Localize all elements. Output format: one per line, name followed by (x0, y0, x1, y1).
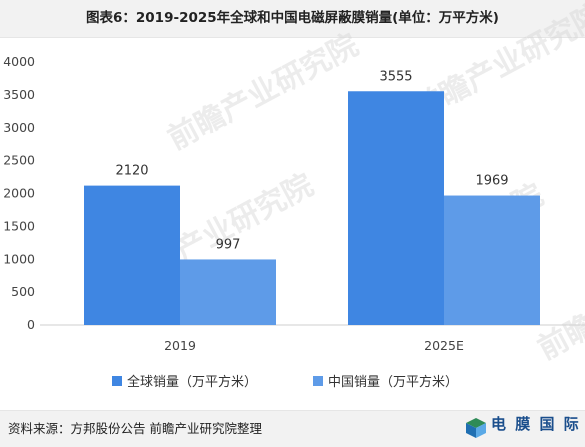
watermark-text: 前瞻产业研究院 (162, 28, 364, 157)
y-axis: 0 500 1000 1500 2000 2500 3000 3500 4000 (3, 54, 35, 332)
y-tick-label: 3000 (3, 120, 35, 135)
chart-title: 图表6：2019-2025年全球和中国电磁屏蔽膜销量(单位：万平方米) (86, 10, 499, 26)
bar-2019-series-2 (180, 259, 276, 325)
y-tick-label: 3500 (3, 87, 35, 102)
bar-2019-series-1 (84, 185, 180, 325)
data-label: 2120 (115, 164, 148, 179)
bar-chart: 前瞻产业研究院前瞻产业研究院前瞻产业研究院前瞻产业研究院前瞻产业研究院 0500… (3, 0, 585, 390)
legend-swatch (112, 376, 122, 386)
bars (84, 91, 540, 325)
data-label: 1969 (475, 174, 508, 189)
data-label: 997 (216, 237, 241, 252)
y-tick-label: 500 (11, 284, 35, 299)
bar-2025E-series-2 (444, 195, 540, 325)
title-bar (0, 0, 585, 38)
source-text: 资料来源：方邦股份公告 前瞻产业研究院整理 (8, 421, 262, 436)
watermark-text: 前瞻产业研究院 (532, 238, 585, 367)
x-axis: 2019 2025E (164, 338, 464, 353)
logo-text: 电 膜 国 际 (491, 415, 581, 433)
y-tick-label: 2500 (3, 153, 35, 168)
y-tick-label: 1000 (3, 251, 35, 266)
data-label: 3555 (379, 69, 412, 84)
legend-swatch (313, 376, 323, 386)
data-labels: 2120 997 3555 1969 (115, 69, 508, 252)
legend-label: 全球销量（万平方米） (127, 374, 257, 390)
y-tick-label: 0 (27, 317, 35, 332)
x-tick-label: 2025E (424, 338, 464, 353)
y-tick-label: 4000 (3, 54, 35, 69)
legend-label: 中国销量（万平方米） (328, 374, 458, 390)
bar-2025E-series-1 (348, 91, 444, 325)
x-tick-label: 2019 (164, 338, 196, 353)
logo: 电 膜 国 际 (461, 413, 579, 445)
y-tick-label: 1500 (3, 218, 35, 233)
logo-cube-icon (466, 418, 486, 438)
source-bar: 资料来源：方邦股份公告 前瞻产业研究院整理 电 膜 国 际 (0, 410, 585, 447)
legend: 全球销量（万平方米） 中国销量（万平方米） (112, 374, 458, 390)
y-tick-label: 2000 (3, 186, 35, 201)
